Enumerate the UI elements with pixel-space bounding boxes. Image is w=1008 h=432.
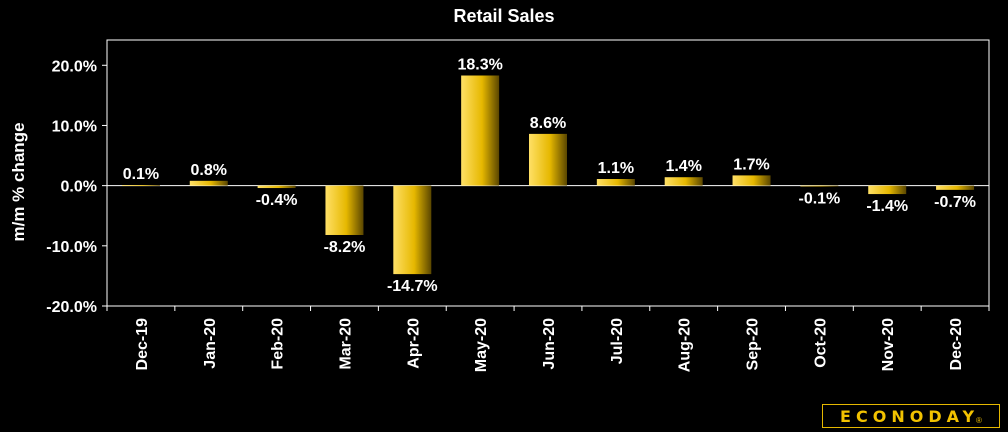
bar <box>664 177 703 186</box>
x-tick-label: Dec-20 <box>948 318 965 371</box>
x-tick-label: Sep-20 <box>745 318 762 371</box>
x-tick-label: Apr-20 <box>405 318 422 369</box>
bar <box>189 180 228 186</box>
bar <box>393 185 432 275</box>
x-tick-label: Jan-20 <box>202 318 219 369</box>
bar <box>800 185 839 187</box>
x-tick-label: Mar-20 <box>337 318 354 370</box>
chart-title: Retail Sales <box>453 6 555 26</box>
data-label: -0.1% <box>798 190 840 207</box>
bar <box>461 75 500 186</box>
data-label: -14.7% <box>387 278 438 295</box>
data-label: 1.1% <box>598 160 634 177</box>
plot-area-frame <box>106 39 990 307</box>
bar <box>596 179 635 186</box>
bar <box>732 175 771 186</box>
y-axis-label: m/m % change <box>9 122 28 241</box>
bar <box>868 185 907 195</box>
data-label: -0.7% <box>934 194 976 211</box>
y-tick-label: -20.0% <box>46 299 97 316</box>
data-label: 0.1% <box>123 166 159 183</box>
bar <box>257 185 296 189</box>
bar <box>325 185 364 235</box>
x-tick-label: Jul-20 <box>609 318 626 364</box>
data-label: 8.6% <box>530 115 566 132</box>
x-tick-label: Aug-20 <box>677 318 694 372</box>
data-label: 18.3% <box>457 57 502 74</box>
y-tick-label: -10.0% <box>46 239 97 256</box>
data-label: -1.4% <box>866 198 908 215</box>
x-tick-label: Jun-20 <box>541 318 558 370</box>
logo-registered-mark: ® <box>976 415 982 425</box>
y-tick-label: 0.0% <box>61 179 97 196</box>
x-tick-label: Feb-20 <box>270 318 287 370</box>
data-label: 1.4% <box>665 158 701 175</box>
x-tick-label: May-20 <box>473 318 490 372</box>
y-tick-label: 10.0% <box>52 118 97 135</box>
data-label: -0.4% <box>256 192 298 209</box>
logo-text: ECONODAY <box>840 406 980 426</box>
y-tick-label: 20.0% <box>52 58 97 75</box>
bar <box>121 185 160 186</box>
bar <box>529 133 567 186</box>
x-tick-label: Oct-20 <box>812 318 829 368</box>
bar <box>936 185 975 190</box>
data-label: 0.8% <box>191 162 227 179</box>
x-tick-label: Nov-20 <box>880 318 897 371</box>
data-label: 1.7% <box>733 156 769 173</box>
x-tick-label: Dec-19 <box>134 318 151 371</box>
data-label: -8.2% <box>324 239 366 256</box>
econoday-logo: ECONODAY ® <box>822 404 1000 428</box>
